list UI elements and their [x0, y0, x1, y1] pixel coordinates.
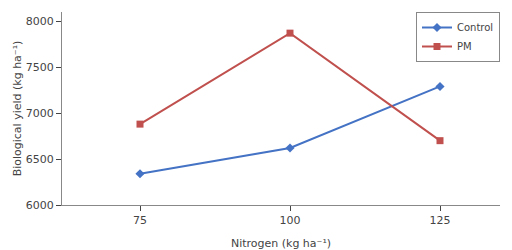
svg-text:100: 100	[280, 214, 301, 227]
svg-text:7500: 7500	[26, 61, 54, 74]
svg-text:7000: 7000	[26, 107, 54, 120]
svg-text:8000: 8000	[26, 15, 54, 28]
svg-text:Nitrogen (kg ha⁻¹): Nitrogen (kg ha⁻¹)	[231, 237, 331, 250]
svg-text:PM: PM	[457, 41, 472, 52]
svg-text:75: 75	[133, 214, 147, 227]
svg-text:6500: 6500	[26, 153, 54, 166]
svg-text:Biological yield (kg ha⁻¹): Biological yield (kg ha⁻¹)	[11, 41, 24, 177]
svg-text:6000: 6000	[26, 199, 54, 212]
svg-text:125: 125	[430, 214, 451, 227]
svg-text:Control: Control	[457, 22, 493, 33]
